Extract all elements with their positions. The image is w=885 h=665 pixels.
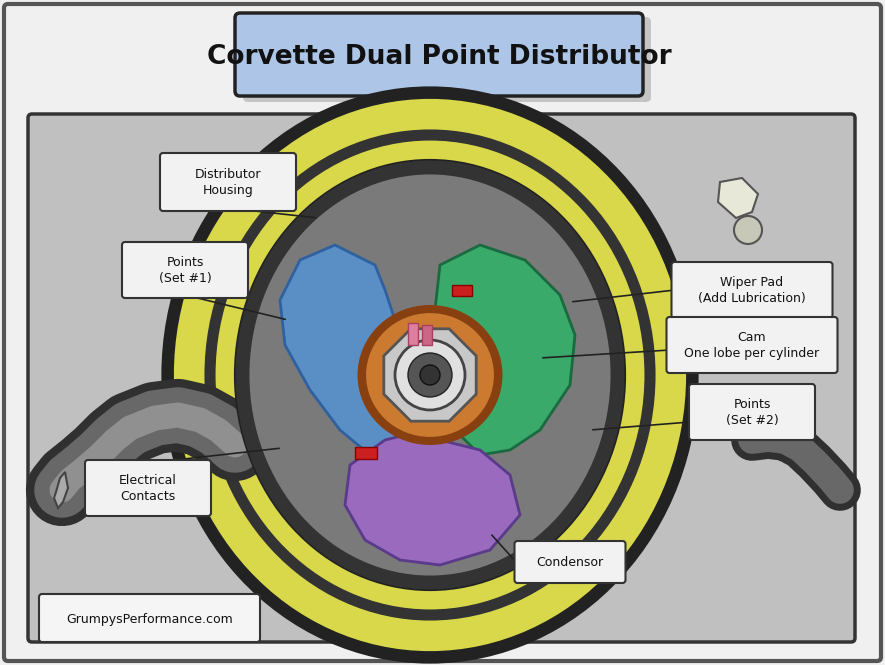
Text: Points
(Set #1): Points (Set #1) bbox=[158, 255, 212, 285]
Text: Distributor
Housing: Distributor Housing bbox=[195, 168, 261, 196]
FancyBboxPatch shape bbox=[4, 4, 881, 661]
Text: Points
(Set #2): Points (Set #2) bbox=[726, 398, 779, 426]
Text: Wiper Pad
(Add Lubrication): Wiper Pad (Add Lubrication) bbox=[698, 275, 806, 305]
Polygon shape bbox=[54, 472, 68, 508]
FancyBboxPatch shape bbox=[85, 460, 211, 516]
FancyBboxPatch shape bbox=[355, 447, 377, 459]
FancyBboxPatch shape bbox=[28, 114, 855, 642]
FancyBboxPatch shape bbox=[452, 285, 472, 296]
FancyBboxPatch shape bbox=[122, 242, 248, 298]
Circle shape bbox=[734, 216, 762, 244]
Ellipse shape bbox=[364, 311, 496, 439]
FancyBboxPatch shape bbox=[39, 594, 260, 642]
FancyBboxPatch shape bbox=[666, 317, 837, 373]
FancyBboxPatch shape bbox=[514, 541, 626, 583]
Polygon shape bbox=[718, 178, 758, 218]
FancyBboxPatch shape bbox=[689, 384, 815, 440]
FancyBboxPatch shape bbox=[672, 262, 833, 318]
FancyBboxPatch shape bbox=[160, 153, 296, 211]
Circle shape bbox=[408, 353, 452, 397]
Polygon shape bbox=[280, 245, 425, 455]
Ellipse shape bbox=[236, 161, 624, 589]
Text: GrumpysPerformance.com: GrumpysPerformance.com bbox=[66, 612, 234, 626]
Text: Corvette Dual Point Distributor: Corvette Dual Point Distributor bbox=[207, 44, 672, 70]
Polygon shape bbox=[384, 329, 476, 421]
Circle shape bbox=[420, 365, 440, 385]
FancyBboxPatch shape bbox=[408, 323, 418, 345]
FancyBboxPatch shape bbox=[422, 325, 432, 345]
FancyBboxPatch shape bbox=[243, 17, 651, 102]
Polygon shape bbox=[430, 245, 575, 455]
Text: Condensor: Condensor bbox=[536, 555, 604, 569]
Circle shape bbox=[395, 340, 465, 410]
Text: Cam
One lobe per cylinder: Cam One lobe per cylinder bbox=[684, 331, 820, 360]
Polygon shape bbox=[345, 435, 520, 565]
Ellipse shape bbox=[180, 105, 680, 645]
FancyBboxPatch shape bbox=[235, 13, 643, 96]
Ellipse shape bbox=[358, 305, 503, 445]
Text: Electrical
Contacts: Electrical Contacts bbox=[119, 473, 177, 503]
